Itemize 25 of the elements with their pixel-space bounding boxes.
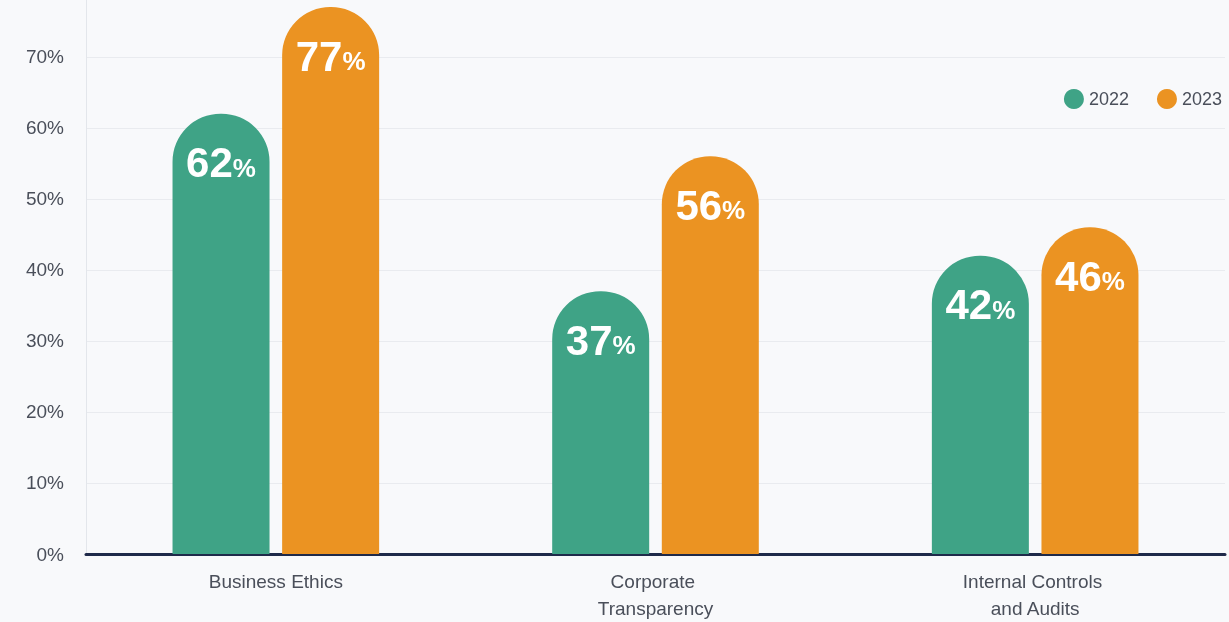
data-label: 37% <box>565 316 636 364</box>
y-tick-label: 20% <box>25 401 65 423</box>
x-tick-label: Internal Controls and Audits <box>962 571 1108 619</box>
bar <box>931 255 1029 554</box>
bar <box>552 291 650 554</box>
y-tick-label: 40% <box>25 259 65 281</box>
bar <box>282 7 380 554</box>
bar <box>1041 227 1139 554</box>
data-label: 42% <box>945 281 1016 329</box>
bar <box>172 113 270 554</box>
y-tick-label: 50% <box>25 188 65 210</box>
data-label: 62% <box>186 139 256 187</box>
legend-label: 2022 <box>1088 89 1129 109</box>
x-tick-label: Corporate Transparency <box>597 571 714 619</box>
x-tick-label: Business Ethics <box>208 571 343 592</box>
y-tick-label: 30% <box>25 330 65 352</box>
data-label: 46% <box>1055 252 1125 300</box>
data-label: 77% <box>295 32 366 80</box>
data-label: 56% <box>675 181 746 229</box>
y-tick-label: 0% <box>36 543 65 565</box>
y-tick-label: 10% <box>25 472 65 494</box>
bar <box>661 156 759 554</box>
legend-label: 2023 <box>1181 89 1222 109</box>
y-tick-label: 70% <box>25 46 65 68</box>
y-tick-label: 60% <box>25 117 65 139</box>
